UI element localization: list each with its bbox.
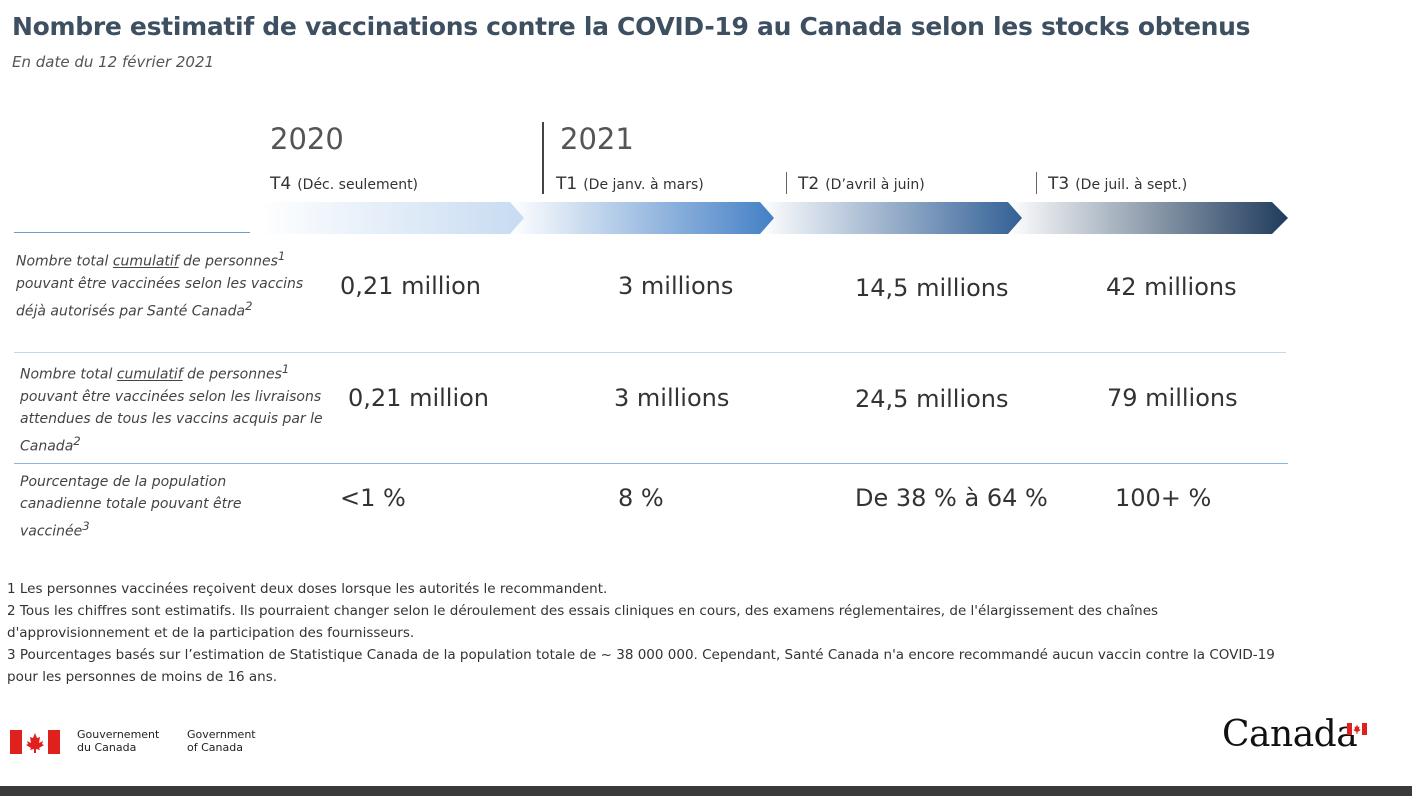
wordmark-flag-icon [1347, 720, 1367, 739]
quarter-divider [1036, 172, 1037, 194]
bottom-bar [0, 786, 1412, 796]
timeline-arrow-t2 [760, 202, 1040, 234]
page-subtitle: En date du 12 février 2021 [12, 53, 215, 71]
value-authorized-t1: 3 millions [618, 272, 734, 300]
footnotes: 1 Les personnes vaccinées reçoivent deux… [7, 578, 1297, 688]
value-expected-t2: 24,5 millions [855, 385, 1009, 413]
value-expected-t3: 79 millions [1107, 384, 1238, 412]
timeline-arrow-t1 [510, 202, 790, 234]
header-rule [14, 232, 250, 233]
quarter-divider [786, 172, 787, 194]
value-authorized-t2: 14,5 millions [855, 274, 1009, 302]
value-authorized-t3: 42 millions [1106, 273, 1237, 301]
year-divider [542, 122, 544, 194]
value-expected-t1: 3 millions [614, 384, 730, 412]
value-percentage-t4: <1 % [340, 484, 406, 512]
gov-name-en: Government of Canada [187, 728, 256, 754]
row-divider [14, 463, 1288, 464]
gov-name-fr: Gouvernement du Canada [77, 728, 160, 754]
timeline-arrow-t4 [258, 202, 538, 234]
canada-flag-icon [10, 730, 60, 758]
value-authorized-t4: 0,21 million [340, 272, 482, 300]
row-label-percentage: Pourcentage de la population canadienne … [20, 474, 242, 540]
value-percentage-t2: De 38 % à 64 % [855, 484, 1048, 512]
year-2020: 2020 [270, 122, 344, 156]
quarter-t2: T2 (D’avril à juin) [798, 174, 925, 194]
value-expected-t4: 0,21 million [348, 384, 490, 412]
row-label-expected: Nombre total cumulatif de personnes1 pou… [20, 362, 323, 455]
quarter-t4: T4 (Déc. seulement) [270, 174, 419, 194]
page-title: Nombre estimatif de vaccinations contre … [12, 12, 1251, 41]
value-percentage-t1: 8 % [618, 484, 664, 512]
row-label-authorized: Nombre total cumulatif de personnes1 pou… [16, 249, 304, 320]
quarter-t3: T3 (De juil. à sept.) [1048, 174, 1188, 194]
row-divider [14, 352, 1286, 353]
year-2021: 2021 [560, 122, 634, 156]
value-percentage-t3: 100+ % [1115, 484, 1212, 512]
quarter-t1: T1 (De janv. à mars) [556, 174, 704, 194]
footnote-1: 1 Les personnes vaccinées reçoivent deux… [7, 581, 608, 597]
timeline-arrow-t3 [1008, 202, 1288, 234]
footnote-3: 3 Pourcentages basés sur l’estimation de… [7, 647, 1275, 685]
canada-wordmark: Canada [1222, 714, 1358, 755]
footnote-2: 2 Tous les chiffres sont estimatifs. Ils… [7, 603, 1159, 641]
